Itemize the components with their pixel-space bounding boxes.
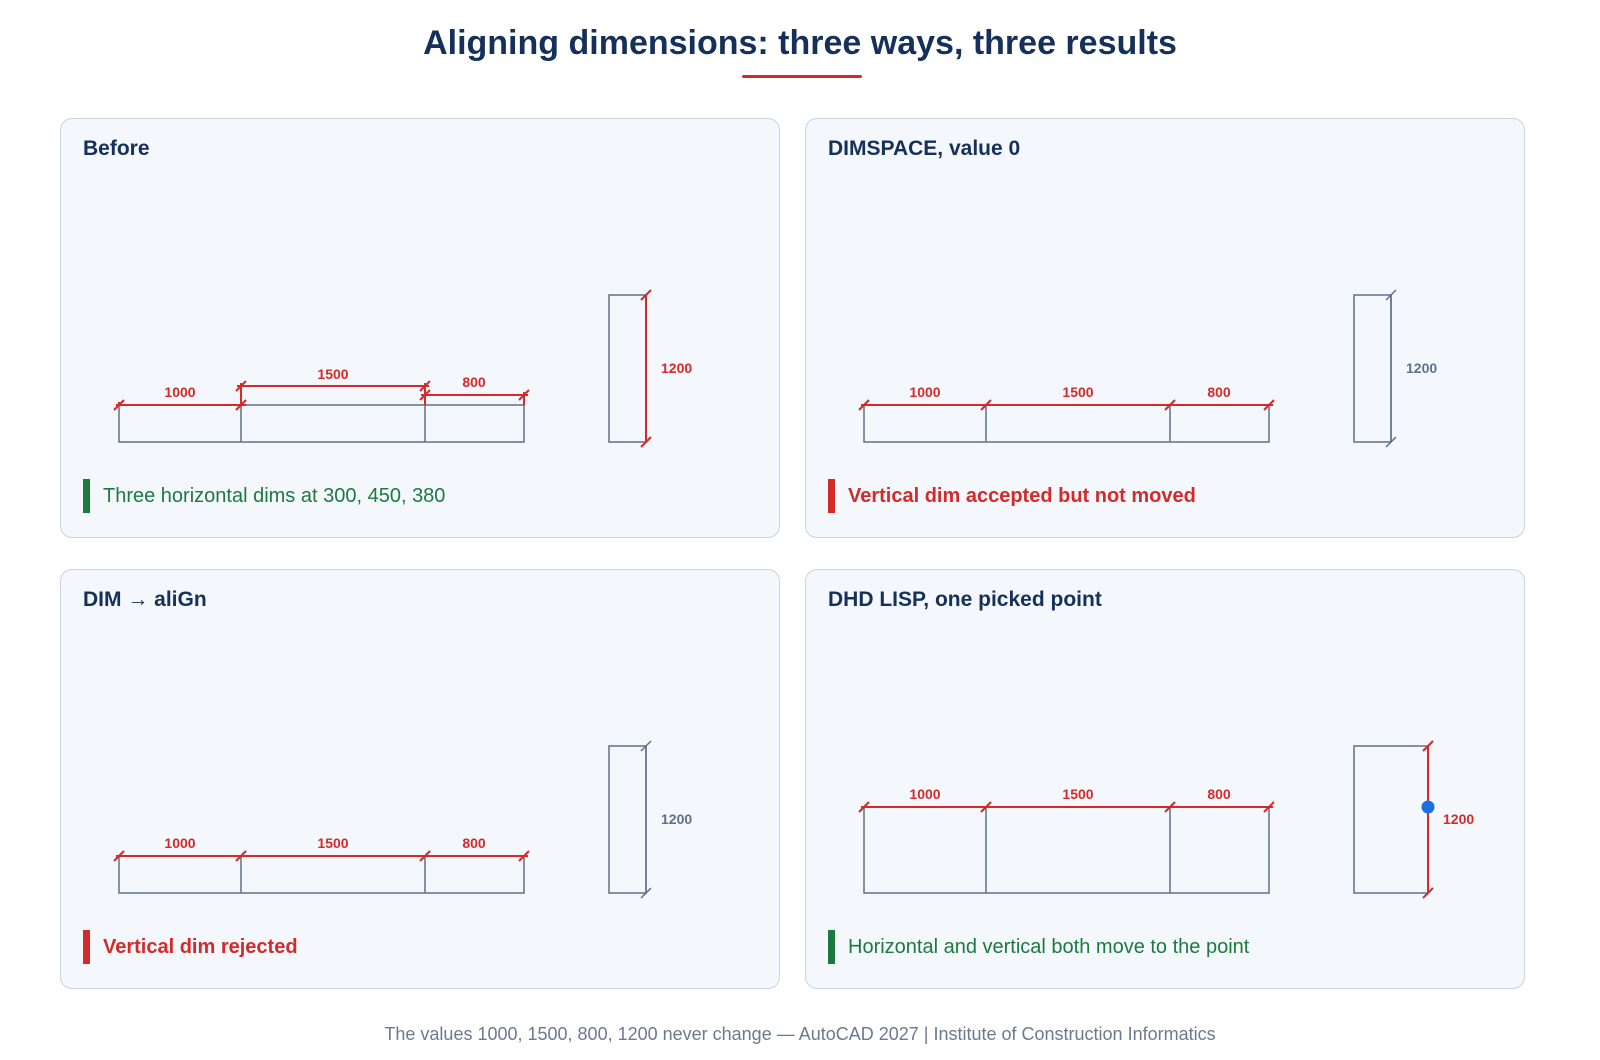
- page-title: Aligning dimensions: three ways, three r…: [423, 24, 1177, 62]
- tick: [113, 399, 125, 411]
- status-bar: [83, 479, 90, 513]
- tick: [858, 801, 870, 813]
- picked-point-marker: [1421, 800, 1435, 814]
- dim-label-1200: 1200: [1443, 811, 1474, 827]
- tick: [640, 740, 652, 752]
- dim-label-1500: 1500: [317, 366, 348, 382]
- panel-title: DIM → aliGn: [83, 588, 207, 611]
- panel-dim-align: DIM → aliGn 1000 1500 800 1200 Ver: [60, 569, 780, 989]
- horizontal-geometry: [863, 404, 1270, 443]
- drawing-dim-align: 1000 1500 800 1200: [113, 740, 692, 899]
- horizontal-geometry: [118, 404, 525, 443]
- vertical-geometry: [608, 294, 647, 443]
- drawing-dimspace: 1000 1500 800 1200: [858, 289, 1437, 448]
- dim-label-1500: 1500: [317, 835, 348, 851]
- dim-label-1500: 1500: [1062, 384, 1093, 400]
- tick: [235, 399, 247, 411]
- dim-label-800: 800: [462, 374, 486, 390]
- title-underline: [742, 75, 862, 78]
- tick: [858, 399, 870, 411]
- panel-dhd-lisp: DHD LISP, one picked point 1000 1500 800…: [805, 569, 1525, 989]
- status-text: Vertical dim accepted but not moved: [848, 484, 1196, 507]
- dim-label-1500: 1500: [1062, 786, 1093, 802]
- tick: [980, 399, 992, 411]
- tick: [1263, 801, 1275, 813]
- horizontal-geometry: [863, 806, 1270, 894]
- dim-label-1200: 1200: [661, 811, 692, 827]
- tick: [640, 887, 652, 899]
- tick: [1422, 887, 1434, 899]
- drawing-dhd-lisp: 1000 1500 800 1200: [858, 740, 1474, 899]
- status-note: Three horizontal dims at 300, 450, 380: [83, 479, 445, 513]
- dim-label-800: 800: [1207, 384, 1231, 400]
- dim-label-1000: 1000: [909, 384, 940, 400]
- tick: [235, 380, 247, 392]
- dim-label-1000: 1000: [164, 835, 195, 851]
- drawing-before: 1000 1500 800 1200: [113, 289, 692, 448]
- status-text: Horizontal and vertical both move to the…: [848, 935, 1250, 958]
- status-bar: [828, 930, 835, 964]
- status-bar: [83, 930, 90, 964]
- status-note: Vertical dim accepted but not moved: [828, 479, 1196, 513]
- tick: [113, 850, 125, 862]
- tick: [1422, 740, 1434, 752]
- vertical-geometry: [608, 745, 647, 894]
- vertical-geometry: [1353, 294, 1392, 443]
- panel-dimspace: DIMSPACE, value 0 1000 1500 800 1200: [805, 118, 1525, 538]
- tick: [1385, 289, 1397, 301]
- dim-label-1000: 1000: [909, 786, 940, 802]
- dim-label-1200: 1200: [661, 360, 692, 376]
- tick: [1263, 399, 1275, 411]
- tick: [419, 850, 431, 862]
- panel-title: DHD LISP, one picked point: [828, 588, 1102, 611]
- tick: [980, 801, 992, 813]
- tick: [640, 289, 652, 301]
- horizontal-geometry: [118, 855, 525, 894]
- panel-before: Before 1000 1500: [60, 118, 780, 538]
- tick: [235, 850, 247, 862]
- panel-title: DIMSPACE, value 0: [828, 137, 1021, 160]
- status-bar: [828, 479, 835, 513]
- status-note: Horizontal and vertical both move to the…: [828, 930, 1249, 964]
- tick: [419, 389, 431, 401]
- tick: [1164, 399, 1176, 411]
- status-text: Vertical dim rejected: [103, 935, 298, 958]
- dim-label-1000: 1000: [164, 384, 195, 400]
- tick: [518, 389, 530, 401]
- tick: [419, 380, 431, 392]
- tick: [640, 436, 652, 448]
- dim-label-800: 800: [1207, 786, 1231, 802]
- status-text: Three horizontal dims at 300, 450, 380: [103, 484, 446, 507]
- footer-caption: The values 1000, 1500, 800, 1200 never c…: [384, 1024, 1216, 1044]
- vertical-geometry: [1353, 745, 1429, 894]
- status-note: Vertical dim rejected: [83, 930, 298, 964]
- dim-label-1200: 1200: [1406, 360, 1437, 376]
- tick: [518, 850, 530, 862]
- panel-title: Before: [83, 137, 150, 160]
- tick: [1385, 436, 1397, 448]
- dim-label-800: 800: [462, 835, 486, 851]
- tick: [1164, 801, 1176, 813]
